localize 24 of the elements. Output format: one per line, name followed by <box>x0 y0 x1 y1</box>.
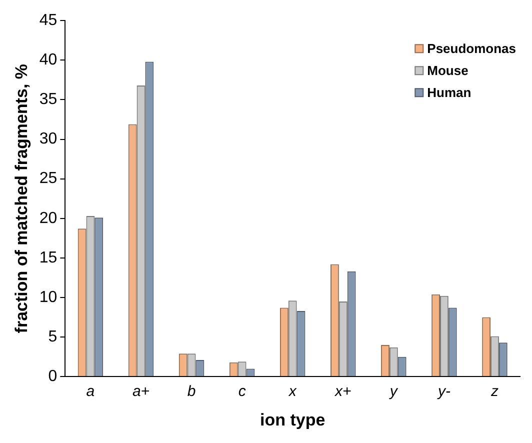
x-tick-label: z <box>490 382 499 400</box>
y-tick-label: 5 <box>48 328 58 346</box>
legend-label: Pseudomonas <box>427 41 516 56</box>
y-tick-label: 30 <box>39 130 58 148</box>
y-tick-label: 10 <box>39 288 58 306</box>
y-tick-label: 35 <box>39 91 58 108</box>
x-tick-label: x+ <box>334 382 352 400</box>
y-tick-label: 20 <box>39 210 58 227</box>
x-tick-label: b <box>187 382 196 400</box>
y-axis-title: fraction of matched fragments, % <box>12 64 31 334</box>
y-tick-label: 45 <box>39 12 58 30</box>
y-tick-label: 25 <box>39 170 58 188</box>
y-tick-label: 40 <box>39 52 58 69</box>
x-tick-label: y- <box>436 382 450 400</box>
x-tick-label: y <box>388 382 399 400</box>
x-tick-label: a+ <box>132 382 150 400</box>
x-tick-label: c <box>238 382 246 400</box>
x-tick-label: x <box>288 382 297 400</box>
x-axis-title: ion type <box>260 410 326 430</box>
legend-label: Mouse <box>427 63 468 78</box>
x-tick-label: a <box>86 382 95 400</box>
y-tick-label: 15 <box>39 249 58 266</box>
y-tick-label: 0 <box>48 368 58 386</box>
legend-label: Human <box>427 85 472 100</box>
